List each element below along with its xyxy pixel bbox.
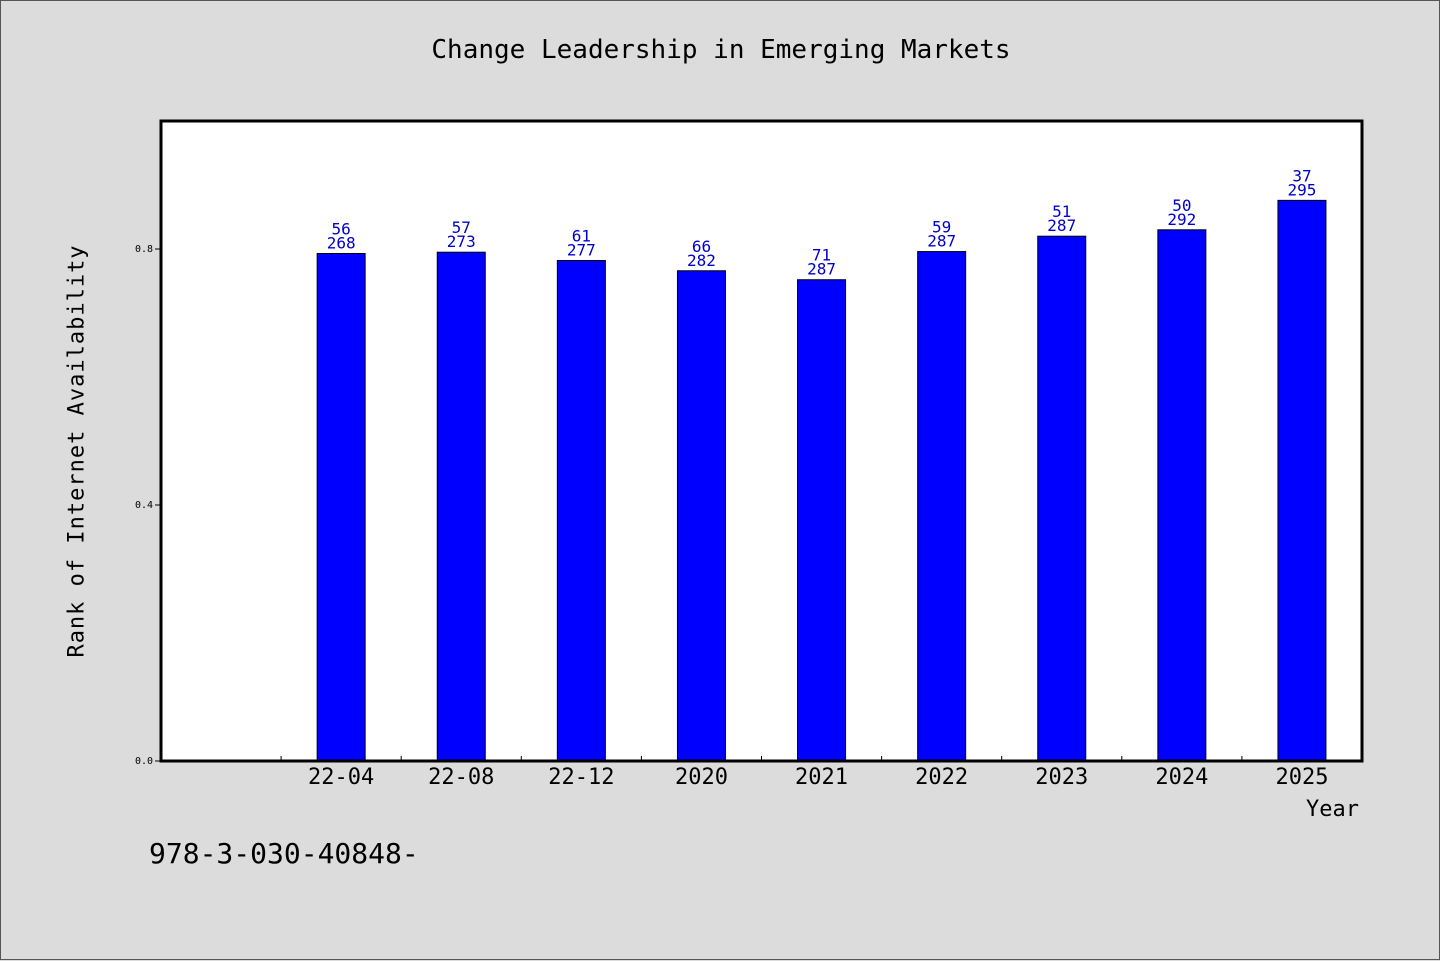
bar-label-bottom: 287	[807, 260, 836, 279]
x-axis-label: Year	[1306, 797, 1359, 822]
bar-label-bottom: 295	[1287, 180, 1316, 199]
bar	[436, 251, 486, 762]
bar-label-bottom: 287	[927, 232, 956, 251]
bar-label-bottom: 268	[327, 233, 356, 252]
x-tick-label: 2021	[795, 765, 848, 790]
bar-label-bottom: 273	[447, 232, 476, 251]
y-tick-label: 0.4	[135, 500, 153, 511]
footer-code: 978-3-030-40848-	[149, 837, 419, 870]
bar	[676, 270, 726, 762]
bar	[316, 252, 366, 762]
x-tick-label: 2023	[1035, 765, 1088, 790]
bar-label-bottom: 292	[1167, 210, 1196, 229]
plot-border	[159, 119, 1364, 763]
bar	[917, 251, 967, 762]
bar-label-top: 71	[812, 246, 831, 265]
bar-label-top: 61	[572, 227, 591, 246]
bar	[797, 279, 847, 762]
chart-title: Change Leadership in Emerging Markets	[431, 35, 1011, 65]
x-tick-label: 2020	[675, 765, 728, 790]
x-tick-label: 2022	[915, 765, 968, 790]
bar	[556, 260, 606, 762]
y-tick-label: 0.0	[135, 756, 153, 767]
x-tick-label: 2024	[1155, 765, 1208, 790]
bar-label-top: 50	[1172, 196, 1191, 215]
bar	[1037, 235, 1087, 762]
bar-label-top: 37	[1292, 166, 1311, 185]
x-tick-label: 2025	[1275, 765, 1328, 790]
y-tick-label: 0.8	[135, 244, 153, 255]
bar-label-bottom: 287	[1047, 216, 1076, 235]
bar-label-top: 66	[692, 237, 711, 256]
bar-label-top: 59	[932, 218, 951, 237]
bar	[1157, 229, 1207, 762]
bar-label-top: 56	[332, 219, 351, 238]
bar	[1277, 199, 1327, 762]
x-tick-label: 22-12	[548, 765, 614, 790]
bar-label-bottom: 277	[567, 241, 596, 260]
x-tick-label: 22-08	[428, 765, 494, 790]
bar-label-top: 57	[452, 218, 471, 237]
bar-label-bottom: 282	[687, 251, 716, 270]
x-tick-label: 22-04	[308, 765, 374, 790]
bar-label-top: 51	[1052, 202, 1071, 221]
